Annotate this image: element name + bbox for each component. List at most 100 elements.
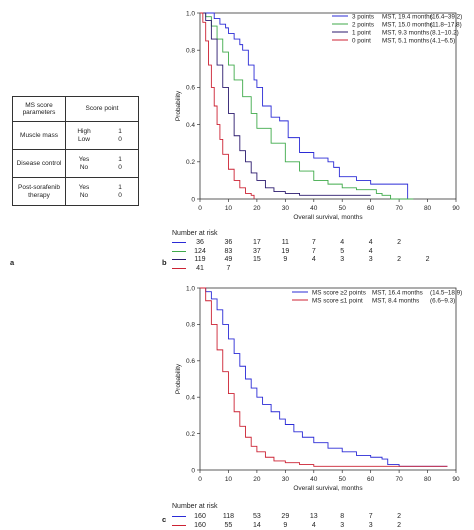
header-line: MS score bbox=[25, 101, 53, 109]
header-parameters: MS score parameters bbox=[12, 96, 66, 122]
row-parameter: Disease control bbox=[12, 149, 66, 178]
x-tick-label: 90 bbox=[452, 476, 460, 483]
y-tick-label: 0.8 bbox=[186, 48, 195, 55]
x-tick-label: 10 bbox=[225, 476, 233, 483]
y-tick-label: 0.2 bbox=[186, 159, 195, 166]
plot-frame bbox=[199, 12, 457, 200]
risk-value: 118 bbox=[222, 513, 235, 520]
x-tick-label: 20 bbox=[253, 476, 261, 483]
risk-value: 2 bbox=[397, 256, 402, 263]
x-tick-label: 70 bbox=[395, 476, 403, 483]
legend-ci: (8.1–10.2) bbox=[430, 29, 459, 36]
row-parameter: Post-sorafenib therapy bbox=[12, 177, 66, 206]
survival-chart-b: 0 10 20 30 40 50 60 70 80 90 0 0.2 0.4 0.6 0.8 1.0 Overa… bbox=[175, 10, 462, 221]
header-score-point: Score point bbox=[65, 96, 139, 122]
x-tick-label: 50 bbox=[339, 476, 347, 483]
y-tick-label: 0.4 bbox=[186, 122, 195, 129]
risk-value: 37 bbox=[252, 247, 261, 255]
panel-label-c: c bbox=[162, 515, 167, 524]
legend-name: MS score ≤1 point bbox=[312, 297, 363, 304]
risk-value: 17 bbox=[252, 239, 261, 246]
series-line-4 bbox=[200, 12, 255, 199]
ms-score-table: MS score parameters Score point Muscle m… bbox=[12, 96, 139, 206]
row-parameter: Muscle mass bbox=[12, 121, 66, 150]
series-line-2 bbox=[200, 287, 448, 467]
x-tick-label: 70 bbox=[395, 205, 403, 212]
risk-row: 36 36 17 11 7 4 4 2 bbox=[172, 238, 472, 247]
option-text: Yes bbox=[78, 184, 90, 192]
x-tick-label: 60 bbox=[367, 476, 375, 483]
option-text: No bbox=[79, 191, 89, 199]
risk-swatch bbox=[172, 516, 186, 518]
risk-value: 3 bbox=[368, 521, 373, 529]
legend-ci: (6.6–9.3) bbox=[430, 297, 455, 304]
risk-value: 83 bbox=[224, 247, 233, 255]
series-line-1 bbox=[200, 287, 448, 467]
risk-row: 124 83 37 19 7 5 4 bbox=[172, 247, 472, 256]
legend-ci: (11.8–17.8) bbox=[430, 21, 462, 28]
point-text: 0 bbox=[118, 191, 122, 199]
series-line-1 bbox=[200, 12, 409, 199]
x-tick-label: 80 bbox=[424, 205, 432, 212]
risk-swatch bbox=[172, 250, 186, 252]
header-line: parameters bbox=[22, 109, 56, 116]
x-tick-label: 60 bbox=[367, 205, 375, 212]
risk-value: 7 bbox=[311, 239, 316, 246]
risk-swatch bbox=[172, 267, 186, 269]
risk-value: 3 bbox=[368, 256, 373, 263]
risk-value: 13 bbox=[309, 513, 318, 520]
series-line-3 bbox=[200, 12, 371, 196]
x-tick-label: 40 bbox=[310, 205, 318, 212]
risk-value: 41 bbox=[196, 264, 204, 272]
y-tick-label: 0.4 bbox=[186, 395, 195, 402]
risk-value: 3 bbox=[340, 521, 345, 529]
risk-value: 55 bbox=[224, 521, 233, 529]
point-text: 0 bbox=[118, 135, 122, 143]
legend-stat: MST, 15.0 months bbox=[382, 21, 433, 28]
y-tick-label: 1.0 bbox=[186, 10, 195, 17]
point-text: 1 bbox=[118, 184, 122, 192]
risk-value: 19 bbox=[281, 247, 290, 255]
risk-value: 3 bbox=[340, 256, 345, 263]
legend-name: 3 points bbox=[352, 13, 374, 20]
survival-chart-c: 0 10 20 30 40 50 60 70 80 90 0 0.2 0.4 0.6 0.8 1.0 Overa… bbox=[175, 285, 462, 492]
y-tick-label: 0 bbox=[191, 467, 195, 474]
risk-value: 9 bbox=[283, 521, 288, 529]
x-tick-label: 30 bbox=[282, 476, 290, 483]
risk-value: 7 bbox=[311, 247, 316, 255]
legend-name: MS score ≥2 points bbox=[312, 289, 366, 296]
x-axis-label: Overall survival, months bbox=[293, 485, 363, 492]
risk-swatch bbox=[172, 242, 186, 244]
table-header-row: MS score parameters Score point bbox=[12, 96, 139, 122]
risk-value: 2 bbox=[397, 239, 402, 246]
x-axis-label: Overall survival, months bbox=[293, 214, 363, 221]
plot-frame bbox=[199, 287, 457, 471]
legend-name: 0 point bbox=[352, 37, 371, 44]
risk-value: 4 bbox=[311, 521, 316, 529]
y-tick-label: 0.6 bbox=[186, 85, 195, 92]
risk-value: 4 bbox=[368, 239, 373, 246]
risk-value: 2 bbox=[397, 513, 402, 520]
legend-ci: (14.5–18.9) bbox=[430, 289, 462, 296]
x-tick-label: 30 bbox=[282, 205, 290, 212]
option-text: Low bbox=[78, 135, 90, 143]
row-options: Yes No bbox=[65, 177, 102, 206]
row-options: High Low bbox=[65, 121, 102, 150]
legend-stat: MST, 19.4 months bbox=[382, 13, 433, 20]
risk-row: 160 55 14 9 4 3 3 2 bbox=[172, 521, 472, 530]
x-tick-label: 0 bbox=[198, 476, 202, 483]
risk-title-b: Number at risk bbox=[172, 230, 218, 237]
y-tick-label: 0.8 bbox=[186, 322, 195, 329]
risk-value: 5 bbox=[340, 247, 345, 255]
x-tick-label: 50 bbox=[339, 205, 347, 212]
y-tick-label: 0.2 bbox=[186, 431, 195, 438]
parameter-text: therapy bbox=[28, 191, 50, 199]
panel-label-a: a bbox=[10, 258, 15, 267]
parameter-text: Post-sorafenib bbox=[18, 184, 60, 192]
legend-name: 1 point bbox=[352, 29, 371, 36]
